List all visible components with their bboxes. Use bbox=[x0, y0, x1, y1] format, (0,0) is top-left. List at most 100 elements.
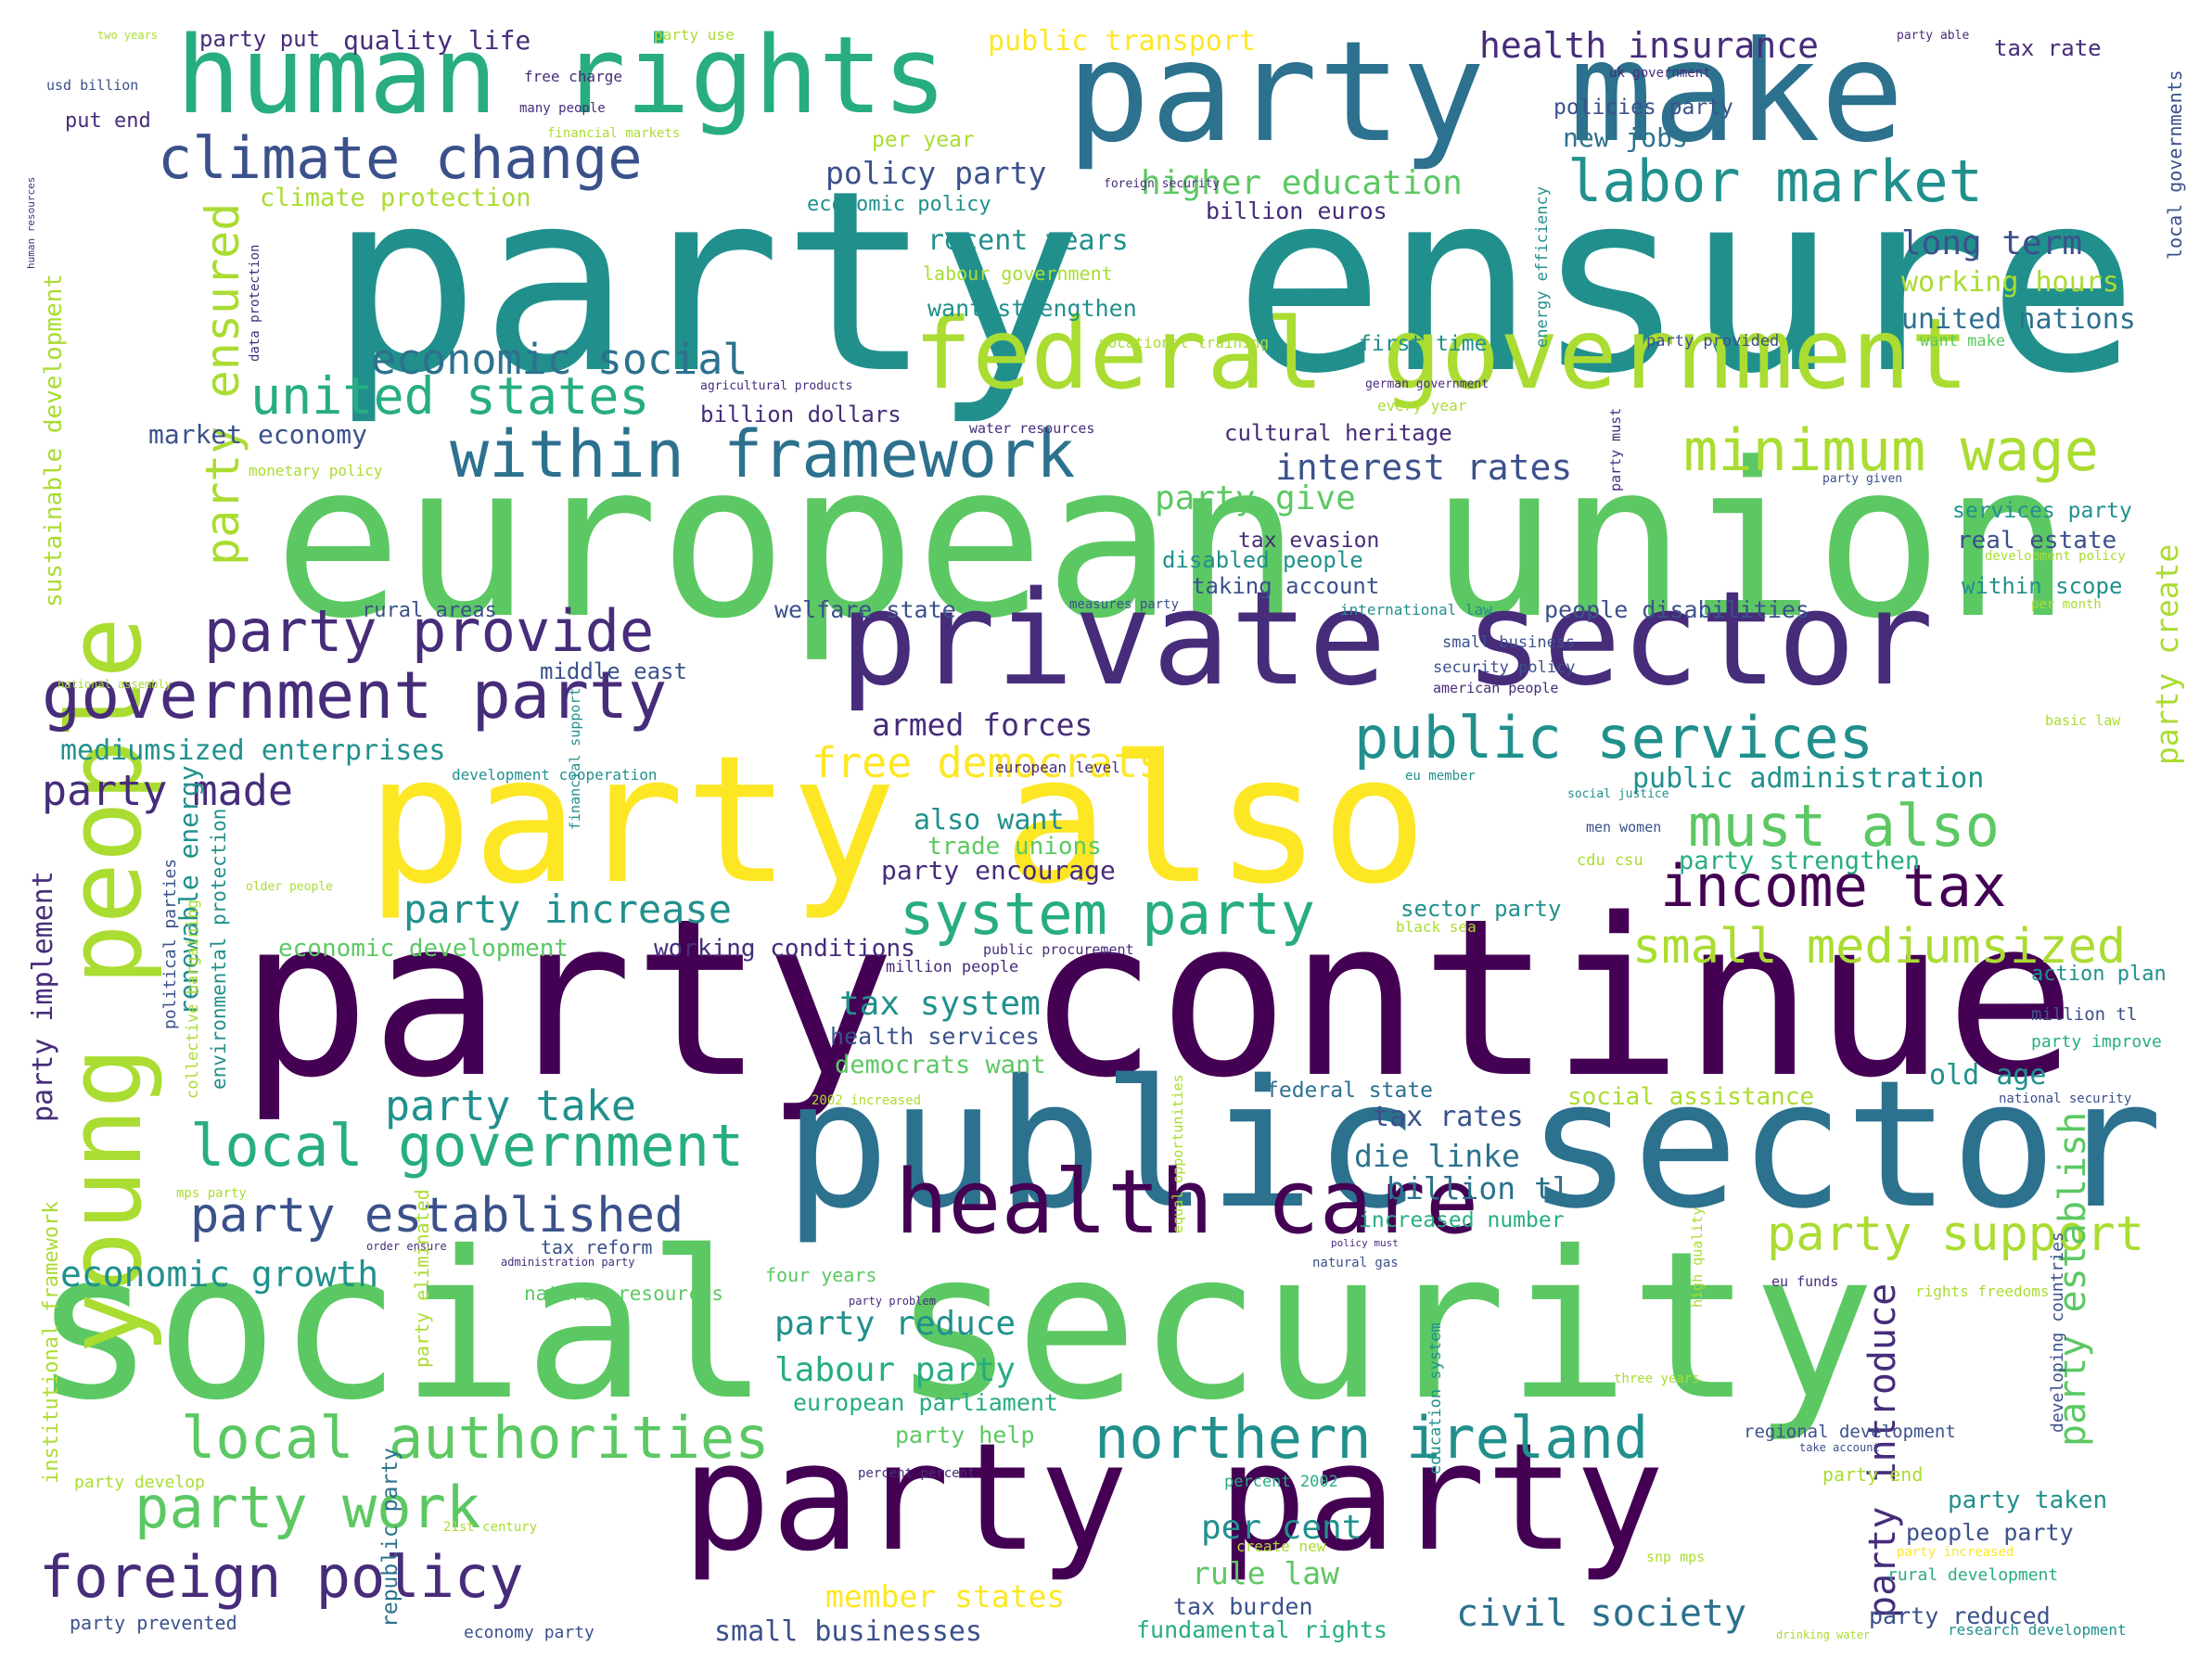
cloud-word: free democrats bbox=[812, 738, 1164, 787]
cloud-word: social justice bbox=[1567, 787, 1669, 801]
cloud-word: party create bbox=[2149, 543, 2185, 765]
cloud-word: health care bbox=[895, 1152, 1479, 1254]
cloud-word: party problem bbox=[849, 1295, 936, 1308]
cloud-word: party ensure bbox=[329, 136, 2139, 428]
cloud-word: social assistance bbox=[1567, 1083, 1815, 1111]
cloud-word: security policy bbox=[1433, 658, 1576, 677]
cloud-word: agricultural products bbox=[700, 379, 853, 393]
cloud-word: regional development bbox=[1744, 1422, 1956, 1442]
cloud-word: party take bbox=[385, 1081, 636, 1130]
cloud-word: people disabilities bbox=[1544, 596, 1809, 623]
cloud-word: democrats want bbox=[835, 1051, 1046, 1079]
cloud-word: mps party bbox=[176, 1186, 247, 1201]
cloud-word: development policy bbox=[1985, 549, 2126, 564]
cloud-word: party use bbox=[654, 26, 735, 44]
cloud-word: services party bbox=[1952, 499, 2132, 523]
cloud-word: tax rate bbox=[1994, 35, 2102, 61]
cloud-word: want make bbox=[1920, 332, 2006, 351]
cloud-word: want strengthen bbox=[927, 295, 1137, 322]
cloud-word: small business bbox=[1442, 633, 1576, 652]
cloud-word: environmental protection bbox=[208, 808, 230, 1090]
cloud-word: many people bbox=[519, 101, 606, 116]
cloud-word: public procurement bbox=[983, 941, 1134, 958]
cloud-word: rule law bbox=[1192, 1555, 1339, 1591]
cloud-word: health services bbox=[830, 1023, 1040, 1050]
cloud-word: small mediumsized bbox=[1632, 919, 2127, 975]
cloud-word: older people bbox=[246, 880, 333, 894]
cloud-word: snp mps bbox=[1646, 1549, 1706, 1565]
cloud-word: natural resources bbox=[524, 1283, 723, 1305]
cloud-word: political parties bbox=[160, 858, 180, 1029]
cloud-word: taking account bbox=[1192, 573, 1380, 599]
cloud-word: energy efficiency bbox=[1533, 186, 1552, 348]
cloud-word: middle east bbox=[540, 658, 687, 684]
cloud-word: federal state bbox=[1266, 1079, 1434, 1103]
cloud-word: local governments bbox=[2164, 70, 2186, 260]
cloud-word: party give bbox=[1155, 479, 1356, 517]
cloud-word: party reduced bbox=[1869, 1602, 2051, 1629]
cloud-word: three years bbox=[1614, 1372, 1700, 1386]
cloud-word: party taken bbox=[1948, 1487, 2108, 1514]
cloud-word: policy must bbox=[1331, 1237, 1399, 1249]
cloud-word: every year bbox=[1377, 397, 1467, 415]
cloud-word: eu member bbox=[1405, 769, 1476, 784]
cloud-word: financial support bbox=[567, 687, 583, 830]
cloud-word: take account bbox=[1799, 1441, 1880, 1454]
cloud-word: long term bbox=[1901, 224, 2083, 262]
cloud-word: education system bbox=[1426, 1322, 1445, 1474]
cloud-word: administration party bbox=[501, 1256, 635, 1269]
cloud-word: billion dollars bbox=[700, 402, 901, 428]
cloud-word: policies party bbox=[1554, 96, 1733, 120]
cloud-word: data protection bbox=[248, 244, 262, 362]
cloud-word: black sea bbox=[1396, 918, 1477, 936]
cloud-word: party develop bbox=[74, 1473, 205, 1492]
cloud-word: national security bbox=[1999, 1091, 2132, 1106]
cloud-word: natural gas bbox=[1312, 1256, 1399, 1270]
cloud-word: income tax bbox=[1660, 852, 2007, 920]
cloud-word: order ensure bbox=[366, 1240, 447, 1253]
cloud-word: working hours bbox=[1901, 266, 2119, 299]
cloud-word: party end bbox=[1822, 1463, 1924, 1486]
cloud-word: climate protection bbox=[260, 184, 531, 212]
cloud-word: republic party bbox=[378, 1448, 403, 1627]
cloud-word: quality life bbox=[343, 25, 531, 56]
cloud-word: vocational training bbox=[1099, 334, 1270, 351]
cloud-word: human rights bbox=[176, 14, 947, 138]
cloud-word: measures party bbox=[1069, 597, 1180, 612]
cloud-word: recent years bbox=[927, 224, 1129, 257]
cloud-word: development cooperation bbox=[452, 766, 658, 784]
cloud-word: uk government bbox=[1609, 66, 1711, 81]
cloud-word: usd billion bbox=[46, 77, 139, 94]
cloud-word: party continue bbox=[239, 873, 2077, 1126]
cloud-word: tax burden bbox=[1173, 1593, 1313, 1620]
cloud-word: research development bbox=[1948, 1621, 2127, 1639]
cloud-word: economic policy bbox=[807, 193, 991, 216]
cloud-word: foreign policy bbox=[39, 1543, 524, 1611]
cloud-word: party provided bbox=[1646, 332, 1780, 351]
cloud-word: welfare state bbox=[774, 596, 956, 623]
cloud-word: fundamental rights bbox=[1136, 1616, 1387, 1643]
cloud-word: equal opportunities bbox=[1170, 1074, 1186, 1233]
cloud-word: billion tl bbox=[1387, 1170, 1571, 1206]
cloud-word: party encourage bbox=[881, 855, 1116, 886]
cloud-word: german government bbox=[1365, 377, 1490, 391]
cloud-word: old age bbox=[1929, 1059, 2047, 1091]
cloud-word: developing countries bbox=[2048, 1232, 2067, 1433]
cloud-word: water resources bbox=[969, 420, 1095, 437]
cloud-word: party make bbox=[1067, 12, 1905, 173]
cloud-word: party implement bbox=[27, 871, 59, 1122]
cloud-word: economic social bbox=[371, 335, 748, 384]
cloud-word: public administration bbox=[1632, 762, 1985, 795]
cloud-word: european parliament bbox=[793, 1389, 1058, 1416]
cloud-word: public services bbox=[1354, 704, 1873, 772]
cloud-word: national assembly bbox=[58, 678, 172, 691]
cloud-word: local authorities bbox=[181, 1404, 770, 1472]
cloud-word: policy party bbox=[825, 155, 1047, 191]
cloud-word: foreign security bbox=[1104, 177, 1221, 191]
cloud-word: party party bbox=[682, 1410, 1665, 1584]
cloud-word: party must bbox=[1607, 407, 1624, 491]
cloud-word: put end bbox=[65, 109, 151, 133]
cloud-word: new jobs bbox=[1563, 122, 1688, 153]
cloud-word: sustainable development bbox=[40, 273, 68, 607]
